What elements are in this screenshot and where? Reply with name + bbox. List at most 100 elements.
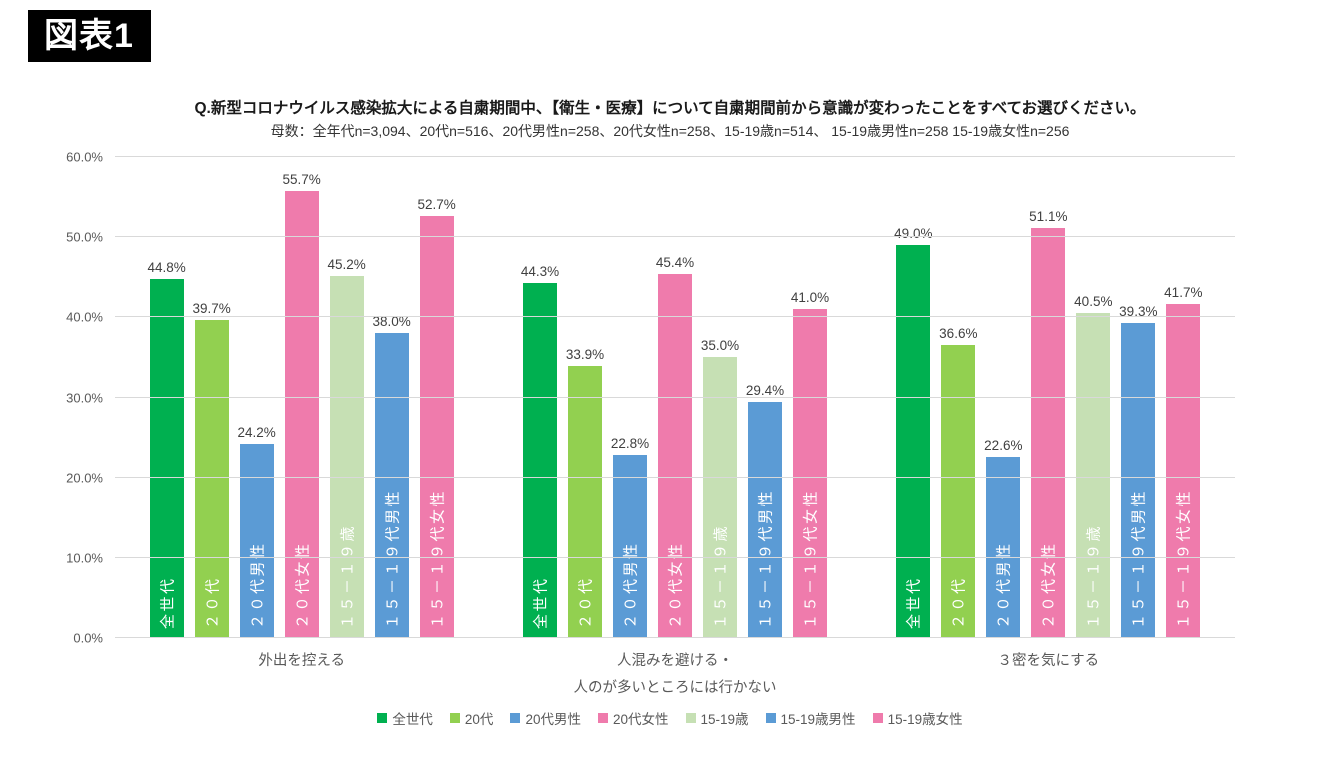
bar-series-label: ２０代 [577,576,595,629]
bar-all-generations: 44.8% 全世代 [148,260,186,638]
legend-item-20s: 20代 [449,708,494,728]
x-axis: 外出を控える 人混みを避ける・ 人のが多いところには行かない ３密を気にする [115,648,1235,702]
bar-20s: 36.6% ２０代 [939,326,977,638]
bar-value-label: 24.2% [237,425,276,440]
bar-value-label: 52.7% [417,196,456,212]
bar-15-19-male: 29.4% １５－１９代男性 [746,383,784,638]
category-label-line2: 人のが多いところには行かない [573,680,777,696]
legend-item-20s-male: 20代男性 [510,708,581,728]
legend-item-15-19-male: 15-19歳男性 [765,708,856,728]
bar-20s-male: 22.8% ２０代男性 [611,436,649,638]
y-axis-tick-label: 0.0% [73,630,103,646]
category-group-refrain-going-out: 44.8% 全世代 39.7% ２０代 24.2% ２０代男性 55.7% ２０代女性 45.2… [115,157,488,638]
legend-label: 20代男性 [525,712,581,727]
bar-series-label: １５－１９代女性 [802,488,820,629]
legend-label: 20代女性 [612,712,669,727]
bar-series-label: 全世代 [532,576,550,629]
bar-groups: 44.8% 全世代 39.7% ２０代 24.2% ２０代男性 55.7% ２０代女性 45.2… [115,157,1235,638]
bar-15-19-female: 41.7% １５－１９代女性 [1164,285,1202,638]
gridline [115,556,1235,558]
chart-sample-sizes: 母数：全年代n=3,094、20代n=516、20代男性n=258、20代女性n… [270,123,1070,139]
bar-20s-male: 24.2% ２０代男性 [238,425,276,638]
bar-value-label: 45.2% [327,256,366,272]
x-axis-category-label-refrain-going-out: 外出を控える [115,648,488,702]
y-axis-tick-label: 30.0% [66,390,103,405]
y-axis-tick-label: 60.0% [66,149,103,165]
y-axis-tick-label: 20.0% [66,470,103,486]
legend-swatch-icon [510,713,521,723]
bar-15-19-male: 38.0% １５－１９代男性 [373,314,411,638]
bar-15-19-male: 39.3% １５－１９代男性 [1119,304,1157,638]
bar-value-label: 39.3% [1119,303,1158,319]
bar-series-label: ２０代女性 [667,541,685,629]
bar-series-label: ２０代女性 [1040,541,1058,629]
bar-series-label: １５－１９代男性 [384,488,402,629]
bar-value-label: 44.8% [147,259,186,275]
legend-swatch-icon [449,713,460,723]
bar-value-label: 49.0% [894,226,933,242]
bar-value-label: 55.7% [282,172,321,188]
category-group-mind-three-cs: 49.0% 全世代 36.6% ２０代 22.6% ２０代男性 51.1% ２０代女性 40.5… [862,157,1235,638]
bar-series-label: １５－１９代男性 [1130,488,1148,629]
bar-series-label: ２０代 [204,576,222,629]
legend-swatch-icon [377,713,388,723]
bar-value-label: 51.1% [1029,209,1068,225]
bar-value-label: 45.4% [655,255,695,271]
bar-20s-female: 51.1% ２０代女性 [1029,209,1067,638]
category-label-line1: 人混みを避ける・ [616,653,733,669]
figure-badge: 図表1 [28,10,151,62]
bar-series-label: １５－１９代女性 [429,488,447,629]
bar-series-label: １５－１９代女性 [1175,488,1193,629]
bar-value-label: 33.9% [565,347,605,363]
legend-label: 全世代 [392,712,433,727]
gridline [115,476,1235,478]
bar-series-label: 全世代 [159,576,177,629]
bar-series-label: ２０代男性 [622,541,640,629]
bar-series-label: ２０代女性 [294,541,312,629]
chart-header: Q.新型コロナウイルス感染拡大による自粛期間中、【衛生・医療】について自粛期間前… [0,96,1340,141]
bar-20s-male: 22.6% ２０代男性 [984,438,1022,638]
bar-series-label: ２０代男性 [249,541,267,629]
legend-label: 20代 [464,712,494,727]
legend-label: 15-19歳 [700,712,749,727]
gridline [115,316,1235,318]
legend-swatch-icon [685,713,696,723]
legend-swatch-icon [597,713,608,723]
bar-20s-female: 45.4% ２０代女性 [656,255,694,638]
bar-series-label: １５－１９歳 [1085,523,1103,629]
bar-15-19: 45.2% １５－１９歳 [328,257,366,638]
gridline [115,156,1235,157]
legend-label: 15-19歳女性 [887,712,963,727]
bar-series-label: ２０代男性 [995,541,1013,629]
legend-item-20s-female: 20代女性 [597,708,669,728]
y-axis-tick-label: 50.0% [66,229,103,245]
category-label-line1: 外出を控える [258,653,345,669]
bar-value-label: 41.0% [790,290,830,306]
bar-15-19: 35.0% １５－１９歳 [701,338,739,638]
bar-value-label: 29.4% [745,383,785,399]
plot-area: 44.8% 全世代 39.7% ２０代 24.2% ２０代男性 55.7% ２０代女性 45.2… [115,156,1235,638]
bar-15-19-female: 41.0% １５－１９代女性 [791,290,829,638]
bar-20s: 39.7% ２０代 [193,301,231,638]
y-axis-tick-label: 40.0% [66,309,103,325]
x-axis-category-label-mind-three-cs: ３密を気にする [862,648,1235,702]
gridline [115,637,1235,638]
legend-swatch-icon [872,713,883,723]
bar-value-label: 22.8% [610,436,650,452]
bar-series-label: １５－１９代男性 [757,488,775,629]
legend-swatch-icon [765,713,776,723]
x-axis-category-label-avoid-crowds: 人混みを避ける・人のが多いところには行かない [488,648,861,702]
bar-value-label: 36.6% [939,325,978,341]
bar-series-label: 全世代 [905,576,923,629]
bar-series-label: １５－１９歳 [712,523,730,629]
bar-value-label: 39.7% [192,300,231,316]
gridline [115,236,1235,238]
bar-series-label: ２０代 [950,576,968,629]
bar-20s-female: 55.7% ２０代女性 [283,172,321,638]
bar-15-19-female: 52.7% １５－１９代女性 [418,197,456,638]
legend-item-15-19: 15-19歳 [685,708,749,728]
bar-all-generations: 49.0% 全世代 [894,226,932,638]
legend-label: 15-19歳男性 [780,712,856,727]
bar-value-label: 38.0% [372,314,411,330]
category-group-avoid-crowds: 44.3% 全世代 33.9% ２０代 22.8% ２０代男性 45.4% ２０代女性 35.0… [488,157,861,638]
